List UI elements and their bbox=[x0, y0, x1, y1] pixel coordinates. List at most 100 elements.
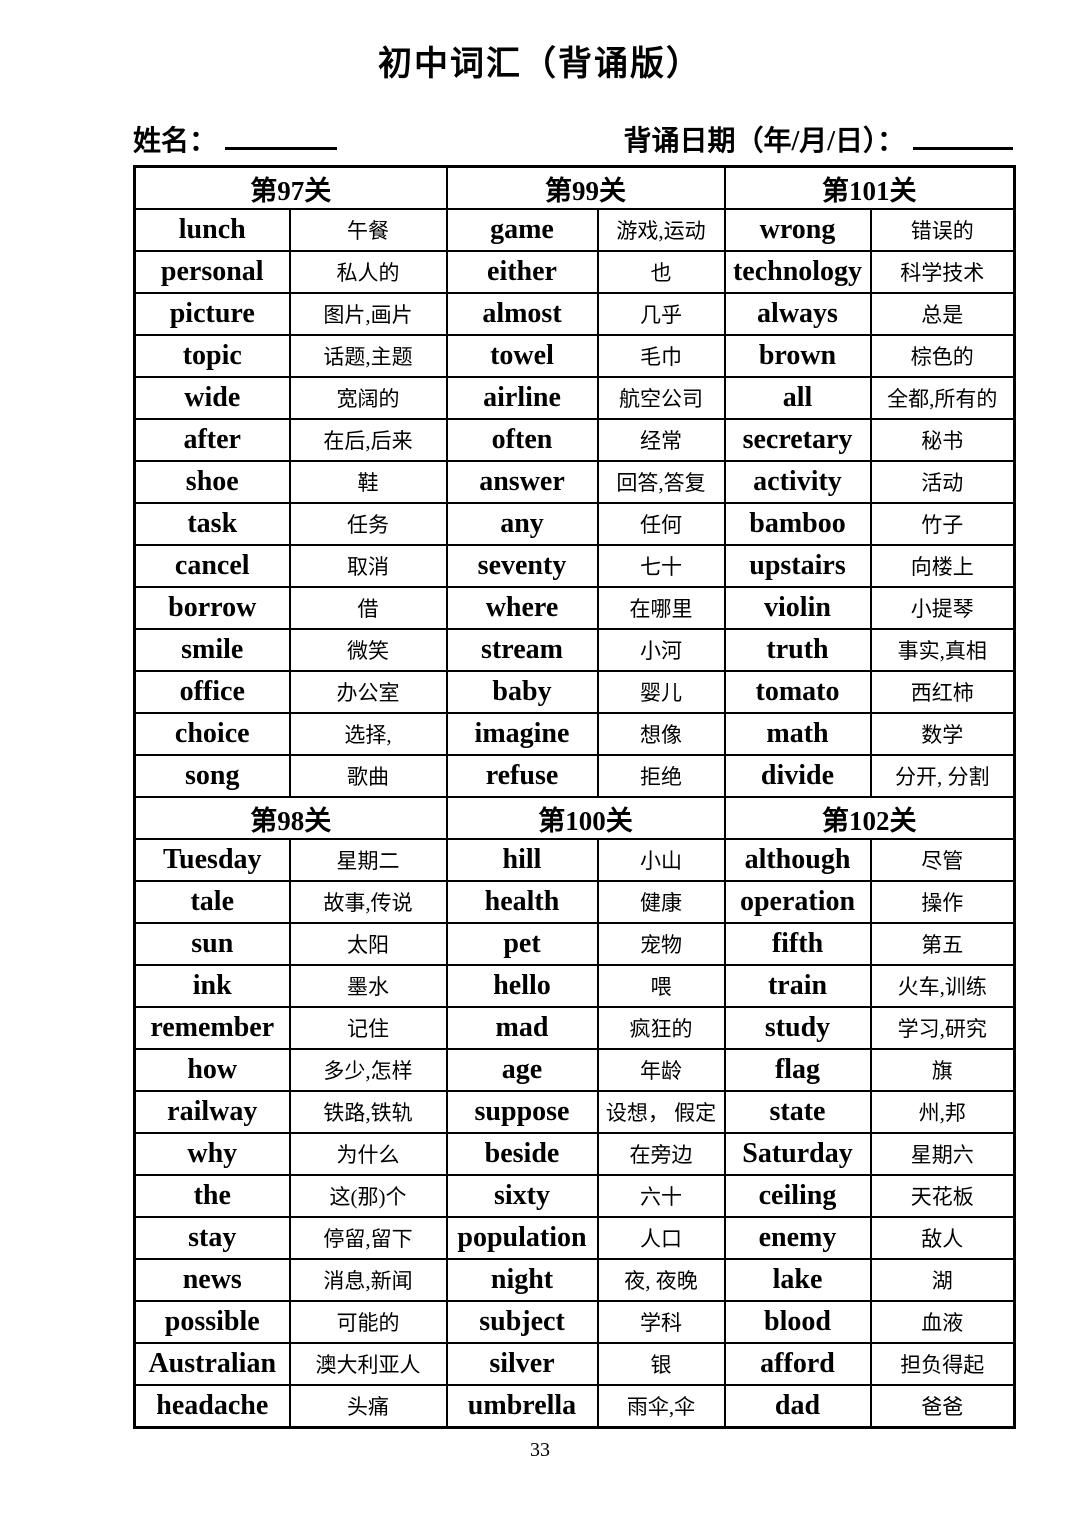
english-word: sixty bbox=[445, 1174, 599, 1218]
english-word: personal bbox=[133, 250, 291, 294]
vocab-row: choice 选择, imagine 想像 math 数学 bbox=[133, 712, 1016, 756]
chinese-meaning: 全都,所有的 bbox=[869, 376, 1016, 420]
chinese-meaning: 雨伞,伞 bbox=[596, 1384, 726, 1429]
chinese-meaning: 科学技术 bbox=[869, 250, 1016, 294]
chinese-meaning: 选择, bbox=[288, 712, 448, 756]
english-word: all bbox=[723, 376, 872, 420]
chinese-meaning: 墨水 bbox=[288, 964, 448, 1008]
chinese-meaning: 错误的 bbox=[869, 208, 1016, 252]
english-word: choice bbox=[133, 712, 291, 756]
chinese-meaning: 私人的 bbox=[288, 250, 448, 294]
english-word: always bbox=[723, 292, 872, 336]
chinese-meaning: 航空公司 bbox=[596, 376, 726, 420]
english-word: baby bbox=[445, 670, 599, 714]
english-word: why bbox=[133, 1132, 291, 1176]
name-field-group: 姓名： bbox=[133, 119, 338, 159]
chinese-meaning: 银 bbox=[596, 1342, 726, 1386]
english-word: smile bbox=[133, 628, 291, 672]
english-word: either bbox=[445, 250, 599, 294]
vocab-row: office 办公室 baby 婴儿 tomato 西红柿 bbox=[133, 670, 1016, 714]
chinese-meaning: 消息,新闻 bbox=[288, 1258, 448, 1302]
section-header: 第100关 bbox=[445, 796, 726, 840]
english-word: state bbox=[723, 1090, 872, 1134]
section-header: 第98关 bbox=[133, 796, 448, 840]
vocab-row: tale 故事,传说 health 健康 operation 操作 bbox=[133, 880, 1016, 924]
chinese-meaning: 天花板 bbox=[869, 1174, 1016, 1218]
chinese-meaning: 血液 bbox=[869, 1300, 1016, 1344]
chinese-meaning: 多少,怎样 bbox=[288, 1048, 448, 1092]
chinese-meaning: 旗 bbox=[869, 1048, 1016, 1092]
english-word: where bbox=[445, 586, 599, 630]
english-word: cancel bbox=[133, 544, 291, 588]
name-label: 姓名： bbox=[133, 126, 218, 157]
english-word: office bbox=[133, 670, 291, 714]
vocab-row: stay 停留,留下 population 人口 enemy 敌人 bbox=[133, 1216, 1016, 1260]
chinese-meaning: 办公室 bbox=[288, 670, 448, 714]
english-word: tale bbox=[133, 880, 291, 924]
vocab-row: why 为什么 beside 在旁边 Saturday 星期六 bbox=[133, 1132, 1016, 1176]
english-word: math bbox=[723, 712, 872, 756]
chinese-meaning: 湖 bbox=[869, 1258, 1016, 1302]
english-word: stay bbox=[133, 1216, 291, 1260]
vocab-row: Tuesday 星期二 hill 小山 although 尽管 bbox=[133, 838, 1016, 882]
chinese-meaning: 星期六 bbox=[869, 1132, 1016, 1176]
vocab-row: lunch 午餐 game 游戏,运动 wrong 错误的 bbox=[133, 208, 1016, 252]
chinese-meaning: 太阳 bbox=[288, 922, 448, 966]
chinese-meaning: 宠物 bbox=[596, 922, 726, 966]
english-word: blood bbox=[723, 1300, 872, 1344]
vocab-row: borrow 借 where 在哪里 violin 小提琴 bbox=[133, 586, 1016, 630]
chinese-meaning: 在旁边 bbox=[596, 1132, 726, 1176]
vocab-row: remember 记住 mad 疯狂的 study 学习,研究 bbox=[133, 1006, 1016, 1050]
chinese-meaning: 话题,主题 bbox=[288, 334, 448, 378]
vocab-row: sun 太阳 pet 宠物 fifth 第五 bbox=[133, 922, 1016, 966]
chinese-meaning: 人口 bbox=[596, 1216, 726, 1260]
english-word: topic bbox=[133, 334, 291, 378]
chinese-meaning: 午餐 bbox=[288, 208, 448, 252]
english-word: health bbox=[445, 880, 599, 924]
english-word: Australian bbox=[133, 1342, 291, 1386]
vocab-row: railway 铁路,铁轨 suppose 设想， 假定 state 州,邦 bbox=[133, 1090, 1016, 1134]
page-number: 33 bbox=[530, 1439, 550, 1461]
english-word: tomato bbox=[723, 670, 872, 714]
vocab-row: song 歌曲 refuse 拒绝 divide 分开, 分割 bbox=[133, 754, 1016, 798]
vocab-row: picture 图片,画片 almost 几乎 always 总是 bbox=[133, 292, 1016, 336]
chinese-meaning: 鞋 bbox=[288, 460, 448, 504]
english-word: any bbox=[445, 502, 599, 546]
chinese-meaning: 铁路,铁轨 bbox=[288, 1090, 448, 1134]
english-word: remember bbox=[133, 1006, 291, 1050]
vocab-row: smile 微笑 stream 小河 truth 事实,真相 bbox=[133, 628, 1016, 672]
date-label: 背诵日期（年/月/日）： bbox=[623, 126, 905, 157]
chinese-meaning: 微笑 bbox=[288, 628, 448, 672]
english-word: although bbox=[723, 838, 872, 882]
english-word: wrong bbox=[723, 208, 872, 252]
chinese-meaning: 图片,画片 bbox=[288, 292, 448, 336]
chinese-meaning: 小提琴 bbox=[869, 586, 1016, 630]
chinese-meaning: 活动 bbox=[869, 460, 1016, 504]
section-header: 第101关 bbox=[723, 165, 1016, 210]
vocab-row: task 任务 any 任何 bamboo 竹子 bbox=[133, 502, 1016, 546]
chinese-meaning: 停留,留下 bbox=[288, 1216, 448, 1260]
vocab-table-body: 第97关 第99关 第101关 lunch 午餐 game 游戏,运动 wrong 错误的 per… bbox=[133, 165, 1016, 1429]
english-word: upstairs bbox=[723, 544, 872, 588]
english-word: shoe bbox=[133, 460, 291, 504]
english-word: how bbox=[133, 1048, 291, 1092]
vocab-row: Australian 澳大利亚人 silver 银 afford 担负得起 bbox=[133, 1342, 1016, 1386]
chinese-meaning: 这(那)个 bbox=[288, 1174, 448, 1218]
chinese-meaning: 爸爸 bbox=[869, 1384, 1016, 1429]
chinese-meaning: 小河 bbox=[596, 628, 726, 672]
english-word: hill bbox=[445, 838, 599, 882]
english-word: beside bbox=[445, 1132, 599, 1176]
english-word: game bbox=[445, 208, 599, 252]
chinese-meaning: 记住 bbox=[288, 1006, 448, 1050]
english-word: answer bbox=[445, 460, 599, 504]
chinese-meaning: 设想， 假定 bbox=[596, 1090, 726, 1134]
chinese-meaning: 六十 bbox=[596, 1174, 726, 1218]
chinese-meaning: 可能的 bbox=[288, 1300, 448, 1344]
chinese-meaning: 州,邦 bbox=[869, 1090, 1016, 1134]
english-word: secretary bbox=[723, 418, 872, 462]
english-word: hello bbox=[445, 964, 599, 1008]
section-header: 第97关 bbox=[133, 165, 448, 210]
chinese-meaning: 敌人 bbox=[869, 1216, 1016, 1260]
english-word: study bbox=[723, 1006, 872, 1050]
chinese-meaning: 想像 bbox=[596, 712, 726, 756]
